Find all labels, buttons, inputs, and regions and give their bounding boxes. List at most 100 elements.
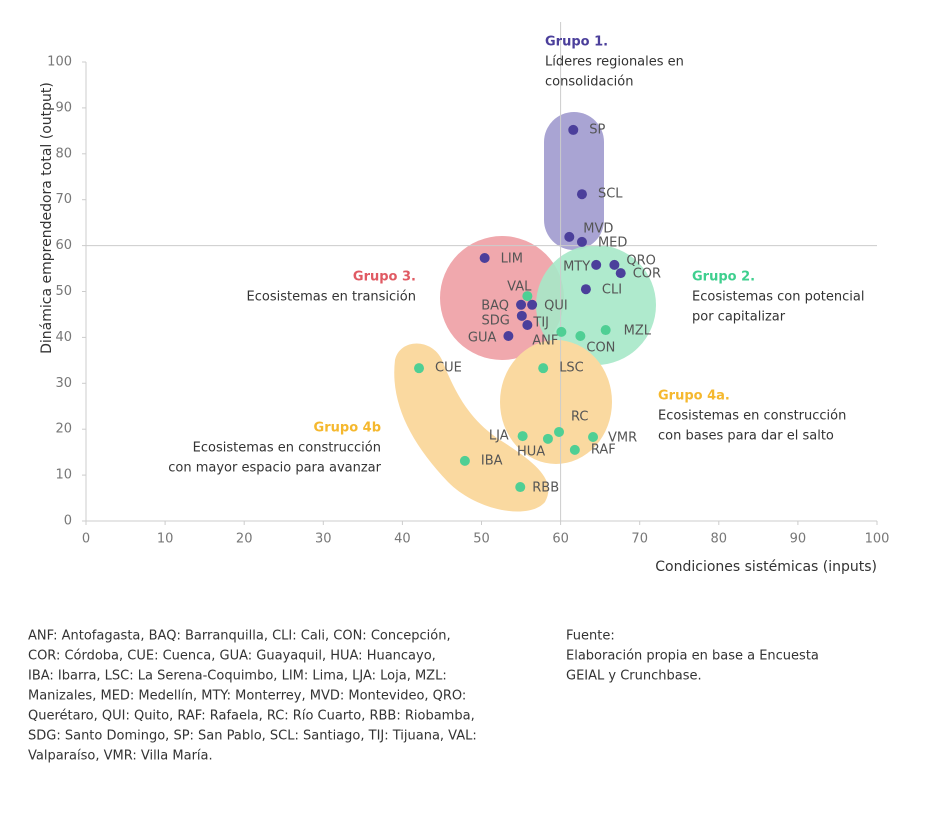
point-label: CON bbox=[586, 341, 615, 356]
group-description: Ecosistemas en construcción bbox=[193, 441, 381, 456]
point-label: SCL bbox=[598, 187, 623, 202]
point-label: LJA bbox=[489, 429, 509, 444]
source: GEIAL y Crunchbase. bbox=[566, 669, 702, 684]
y-tick-label: 70 bbox=[55, 192, 72, 207]
x-tick-label: 20 bbox=[236, 532, 253, 547]
group-description: con bases para dar el salto bbox=[658, 429, 834, 444]
point-label: VMR bbox=[608, 431, 637, 446]
data-point bbox=[568, 124, 579, 135]
data-point bbox=[503, 331, 514, 342]
data-point bbox=[522, 291, 533, 302]
group-title: Grupo 1. bbox=[545, 35, 608, 50]
data-point bbox=[515, 482, 526, 493]
x-tick-label: 10 bbox=[157, 532, 174, 547]
point-label: SDG bbox=[481, 313, 509, 328]
data-point bbox=[516, 299, 527, 310]
point-label: TIJ bbox=[532, 316, 549, 331]
data-point bbox=[569, 444, 580, 455]
group-description: consolidación bbox=[545, 75, 633, 90]
y-tick-label: 100 bbox=[47, 55, 72, 70]
point-label: VAL bbox=[507, 280, 532, 295]
point-label: ANF bbox=[532, 333, 558, 348]
y-tick-label: 90 bbox=[55, 100, 72, 115]
point-label: RC bbox=[571, 409, 588, 424]
point-label: MED bbox=[598, 235, 627, 250]
x-tick-label: 30 bbox=[315, 532, 332, 547]
x-tick-label: 60 bbox=[552, 532, 569, 547]
y-tick-label: 60 bbox=[55, 238, 72, 253]
x-tick-label: 40 bbox=[394, 532, 411, 547]
group-description: Ecosistemas en transición bbox=[247, 290, 416, 305]
point-label: QUI bbox=[544, 298, 568, 313]
group-description: Ecosistemas con potencial bbox=[692, 290, 864, 305]
data-point bbox=[564, 231, 575, 242]
group-4b-area bbox=[394, 343, 549, 512]
data-point bbox=[414, 363, 425, 374]
group-title: Grupo 4a. bbox=[658, 389, 730, 404]
footnote: SDG: Santo Domingo, SP: San Pablo, SCL: … bbox=[28, 729, 477, 744]
group-description: Ecosistemas en construcción bbox=[658, 409, 846, 424]
data-point bbox=[575, 331, 586, 342]
point-label: QRO bbox=[626, 253, 656, 268]
x-tick-label: 90 bbox=[790, 532, 807, 547]
data-point bbox=[538, 363, 549, 374]
point-label: RBB bbox=[532, 481, 559, 496]
group-description: por capitalizar bbox=[692, 310, 786, 325]
y-tick-label: 0 bbox=[64, 514, 72, 529]
source: Elaboración propia en base a Encuesta bbox=[566, 649, 819, 664]
y-axis-label: Dinámica emprendedora total (output) bbox=[39, 82, 55, 354]
point-label: MVD bbox=[583, 221, 613, 236]
y-tick-label: 50 bbox=[55, 284, 72, 299]
point-label: HUA bbox=[517, 444, 545, 459]
y-tick-label: 20 bbox=[55, 422, 72, 437]
group-title: Grupo 4b bbox=[314, 421, 381, 436]
point-label: RAF bbox=[591, 442, 616, 457]
data-point bbox=[600, 325, 611, 336]
data-point bbox=[556, 326, 567, 337]
footnote: ANF: Antofagasta, BAQ: Barranquilla, CLI… bbox=[28, 629, 451, 644]
group-description: con mayor espacio para avanzar bbox=[168, 461, 381, 476]
footnote: Valparaíso, VMR: Villa María. bbox=[28, 749, 213, 764]
group-title: Grupo 2. bbox=[692, 270, 755, 285]
data-point bbox=[588, 432, 599, 443]
point-label: GUA bbox=[468, 331, 497, 346]
point-label: COR bbox=[633, 267, 661, 282]
footnote: Manizales, MED: Medellín, MTY: Monterrey… bbox=[28, 689, 466, 704]
x-tick-label: 0 bbox=[82, 532, 90, 547]
data-point bbox=[591, 259, 602, 270]
group-4a-area bbox=[500, 340, 612, 464]
source: Fuente: bbox=[566, 629, 615, 644]
group-title: Grupo 3. bbox=[353, 270, 416, 285]
x-tick-label: 70 bbox=[631, 532, 648, 547]
footnote: COR: Córdoba, CUE: Cuenca, GUA: Guayaqui… bbox=[28, 649, 436, 664]
data-point bbox=[580, 284, 591, 295]
y-tick-label: 80 bbox=[55, 146, 72, 161]
point-label: LIM bbox=[501, 251, 523, 266]
data-point bbox=[615, 268, 626, 279]
data-point bbox=[542, 433, 553, 444]
data-point bbox=[479, 252, 490, 263]
data-point bbox=[609, 259, 620, 270]
point-label: MTY bbox=[563, 259, 590, 274]
data-point bbox=[576, 189, 587, 200]
data-point bbox=[554, 426, 565, 437]
y-tick-label: 10 bbox=[55, 468, 72, 483]
point-label: CLI bbox=[602, 283, 622, 298]
point-label: SP bbox=[589, 122, 605, 137]
group-3-area bbox=[440, 236, 564, 360]
x-axis-label: Condiciones sistémicas (inputs) bbox=[655, 559, 877, 575]
point-label: LSC bbox=[559, 361, 584, 376]
data-point bbox=[527, 299, 538, 310]
data-point bbox=[576, 236, 587, 247]
point-label: IBA bbox=[481, 453, 503, 468]
y-tick-label: 30 bbox=[55, 376, 72, 391]
group-2-area bbox=[536, 245, 656, 365]
point-label: MZL bbox=[624, 324, 652, 339]
group-description: Líderes regionales en bbox=[545, 55, 684, 70]
y-tick-label: 40 bbox=[55, 330, 72, 345]
point-label: BAQ bbox=[481, 298, 509, 313]
x-tick-label: 100 bbox=[865, 532, 890, 547]
x-tick-label: 50 bbox=[473, 532, 490, 547]
footnote: IBA: Ibarra, LSC: La Serena-Coquimbo, LI… bbox=[28, 669, 447, 684]
